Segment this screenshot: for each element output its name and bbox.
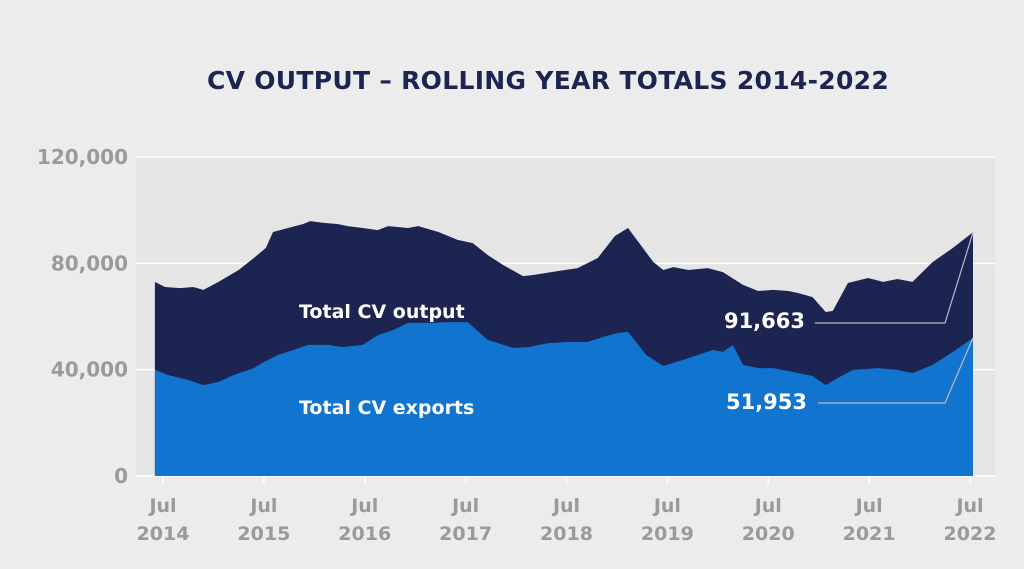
- x-tick-label-month: Jul: [147, 495, 176, 517]
- leader-line-exports: [818, 337, 974, 404]
- y-tick-label: 120,000: [37, 145, 128, 169]
- y-tick-label: 80,000: [51, 251, 128, 275]
- y-tick-label: 40,000: [51, 358, 128, 382]
- end-value-label-exports: 51,953: [726, 390, 807, 414]
- x-tick-label-year: 2022: [944, 523, 997, 545]
- chart-title: CV OUTPUT – ROLLING YEAR TOTALS 2014-202…: [207, 66, 889, 95]
- area-series: [154, 221, 973, 476]
- x-tick-label-month: Jul: [450, 495, 479, 517]
- series-label-exports: Total CV exports: [299, 397, 474, 419]
- x-tick-label-month: Jul: [551, 495, 580, 517]
- x-tick-label-month: Jul: [349, 495, 378, 517]
- x-tick-label-year: 2016: [338, 523, 391, 545]
- x-tick-label-year: 2018: [540, 523, 593, 545]
- x-tick-label-year: 2014: [137, 523, 190, 545]
- leader-line-output: [815, 232, 974, 324]
- x-tick-label-year: 2019: [641, 523, 694, 545]
- x-axis: Jul 2014 Jul 2015 Jul 2016 Jul 2017 Jul 2018 Jul 20…: [137, 476, 997, 545]
- x-tick-label-month: Jul: [652, 495, 681, 517]
- area-total-cv-exports: [154, 322, 973, 476]
- annotations: Total CV output Total CV exports 91,663 …: [299, 232, 974, 419]
- series-label-output: Total CV output: [299, 301, 465, 323]
- y-tick-label: 0: [114, 464, 128, 488]
- y-axis: 0 40,000 80,000 120,000: [37, 145, 128, 488]
- x-tick-label-month: Jul: [854, 495, 883, 517]
- x-tick-label-year: 2015: [237, 523, 290, 545]
- x-tick-label-year: 2017: [439, 523, 492, 545]
- x-tick-label-year: 2021: [843, 523, 896, 545]
- end-value-label-output: 91,663: [724, 309, 805, 333]
- x-tick-label-year: 2020: [742, 523, 795, 545]
- x-tick-label-month: Jul: [753, 495, 782, 517]
- x-tick-label-month: Jul: [248, 495, 277, 517]
- x-tick-label-month: Jul: [954, 495, 983, 517]
